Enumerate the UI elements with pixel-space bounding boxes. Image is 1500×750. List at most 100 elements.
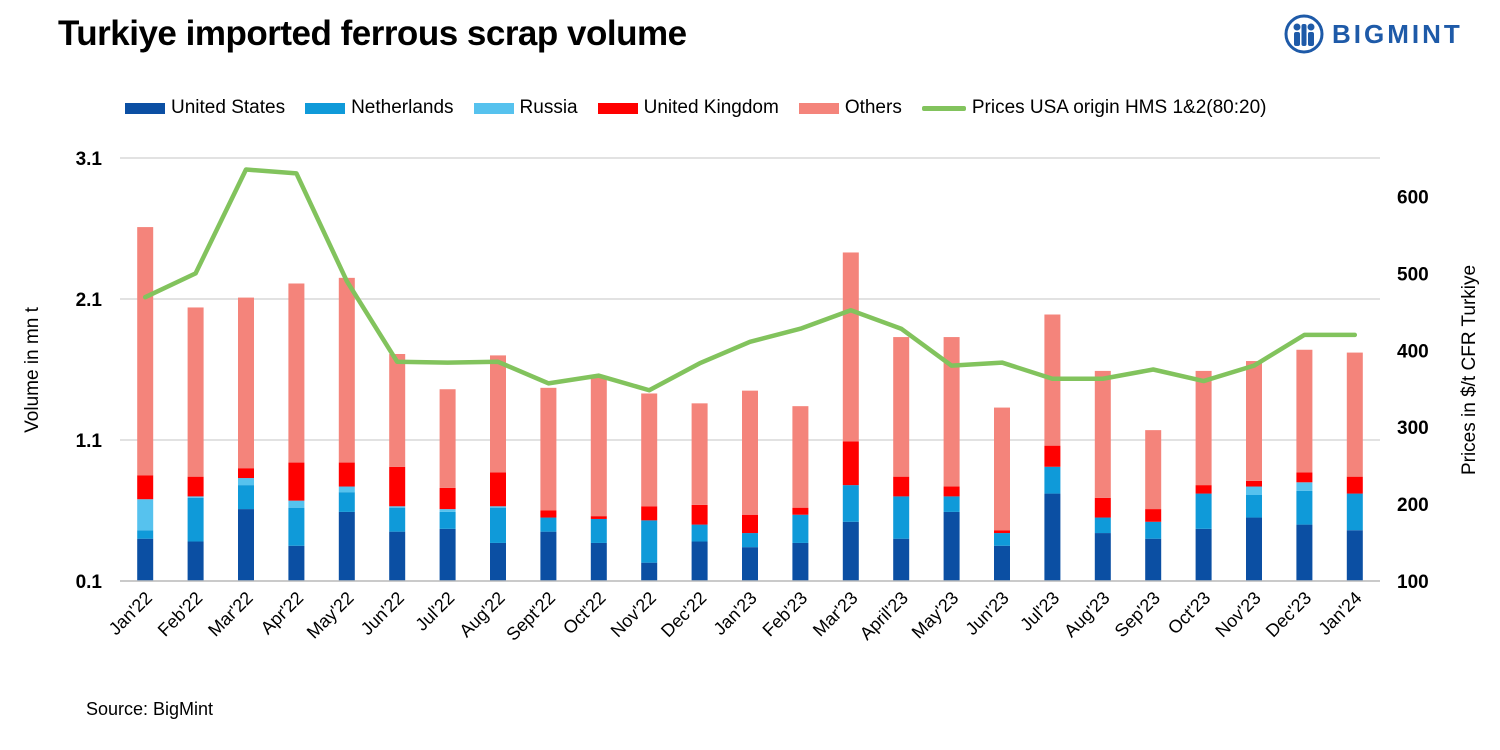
bar-segment-others (187, 307, 204, 477)
bigmint-logo-icon (1284, 14, 1324, 54)
bar-segment-united-kingdom (1094, 497, 1111, 518)
bar-segment-united-states (137, 538, 154, 581)
legend-label: Prices USA origin HMS 1&2(80:20) (971, 97, 1267, 118)
bar-segment-netherlands (842, 485, 859, 522)
legend-swatch (798, 102, 839, 114)
bar-segment-united-states (590, 542, 607, 581)
bar-segment-united-states (238, 509, 254, 581)
bar-segment-others (238, 297, 254, 469)
bar-segment-netherlands (137, 530, 154, 539)
bar-segment-others (540, 387, 557, 511)
bar-segment-russia (1246, 486, 1262, 495)
bar-segment-netherlands (389, 507, 406, 532)
bar-segment-netherlands (490, 507, 506, 543)
bar-segment-united-states (1246, 517, 1262, 581)
bar-segment-others (389, 353, 406, 467)
x-tick-label: Mar'22 (204, 588, 257, 641)
legend-swatch (125, 102, 165, 114)
legend-item-netherlands: Netherlands (305, 97, 454, 119)
legend-swatch (305, 102, 346, 114)
bar-segment-united-states (439, 528, 456, 581)
bar-segment-russia (238, 478, 254, 486)
bar-segment-others (1195, 370, 1212, 486)
bar-segment-united-states (490, 542, 506, 581)
bar-segment-others (439, 389, 456, 488)
x-tick-label: April'23 (856, 588, 912, 644)
bar-segment-netherlands (238, 485, 254, 510)
bar-segment-netherlands (1145, 521, 1162, 539)
x-tick-label: Aug'22 (455, 588, 508, 641)
x-tick-label: Jan'22 (105, 588, 156, 639)
x-tick-label: Dec'22 (657, 588, 710, 641)
x-tick-label: Oct'22 (559, 588, 610, 639)
bar-segment-united-kingdom (1346, 476, 1363, 494)
bar-segment-united-states (389, 531, 406, 581)
bar-segment-others (691, 403, 708, 505)
bar-segment-united-states (1296, 524, 1313, 581)
bar-segment-united-kingdom (389, 466, 406, 507)
bar-segment-united-kingdom (590, 516, 607, 519)
bar-segment-united-states (641, 562, 658, 581)
bar-segment-netherlands (1346, 493, 1363, 531)
bar-segment-united-kingdom (439, 487, 456, 510)
x-tick-label: Feb'22 (154, 588, 207, 641)
bar-segment-russia (490, 506, 506, 508)
bar-segment-netherlands (742, 533, 758, 548)
bar-segment-others (994, 407, 1010, 531)
bar-segment-netherlands (1246, 494, 1262, 518)
bar-segment-united-states (1195, 528, 1212, 581)
bar-segment-united-kingdom (742, 514, 758, 534)
bar-segment-others (792, 406, 809, 508)
y2-tick-label: 400 (1397, 341, 1429, 362)
bar-segment-united-states (994, 545, 1010, 581)
bar-segment-netherlands (893, 496, 910, 539)
x-tick-label: May'22 (303, 588, 358, 643)
bar-segment-others (1145, 430, 1162, 510)
legend-swatch (473, 102, 514, 114)
y-tick-label: 1.1 (76, 431, 103, 452)
bar-segment-united-kingdom (691, 504, 708, 525)
x-tick-label: Jan'24 (1314, 588, 1365, 639)
x-tick-label: Jul'22 (411, 588, 458, 635)
bar-segment-others (1346, 352, 1363, 477)
bar-segment-united-kingdom (994, 530, 1010, 534)
bar-segment-others (893, 337, 910, 477)
bar-segment-united-states (943, 511, 960, 581)
bar-segment-netherlands (691, 524, 708, 542)
bar-segment-united-states (742, 547, 758, 581)
bar-segment-united-kingdom (1195, 485, 1212, 494)
chart-title: Turkiye imported ferrous scrap volume (58, 14, 687, 53)
bar-segment-netherlands (1044, 466, 1061, 494)
y-tick-label: 3.1 (76, 149, 103, 170)
bar-segment-united-kingdom (943, 486, 960, 497)
bar-segment-united-states (842, 521, 859, 581)
x-tick-label: Jul'23 (1016, 588, 1063, 635)
bar-segment-russia (1296, 482, 1313, 491)
bar-segment-united-kingdom (338, 462, 355, 487)
bar-segment-russia (288, 500, 305, 508)
bar-segment-russia (389, 506, 406, 508)
x-tick-label: Apr'22 (257, 588, 308, 639)
chart-legend: United States Netherlands Russia United … (125, 96, 1286, 120)
bar-segment-united-states (792, 542, 809, 581)
legend-label: Russia (519, 97, 578, 118)
bar-segment-russia (439, 509, 456, 512)
bar-segment-others (1296, 349, 1313, 473)
bar-segment-netherlands (943, 496, 960, 512)
brand-logo: BIGMINT (1284, 12, 1463, 56)
x-tick-label: Sep'23 (1111, 588, 1164, 641)
bar-segment-others (137, 227, 154, 476)
bar-segment-united-kingdom (137, 475, 154, 500)
legend-swatch (597, 102, 638, 114)
legend-item-others: Others (798, 97, 902, 119)
y-tick-label: 0.1 (76, 572, 103, 593)
bar-segment-russia (187, 496, 204, 498)
bar-segment-netherlands (792, 514, 809, 543)
x-tick-label: Dec'23 (1262, 588, 1315, 641)
bar-segment-united-kingdom (540, 510, 557, 518)
legend-item-russia: Russia (473, 97, 578, 119)
legend-label: United States (171, 97, 286, 118)
bar-segment-netherlands (1094, 517, 1111, 534)
bar-segment-others (1094, 370, 1111, 498)
y2-axis-title: Prices in $/t CFR Turkiye (1459, 265, 1480, 475)
